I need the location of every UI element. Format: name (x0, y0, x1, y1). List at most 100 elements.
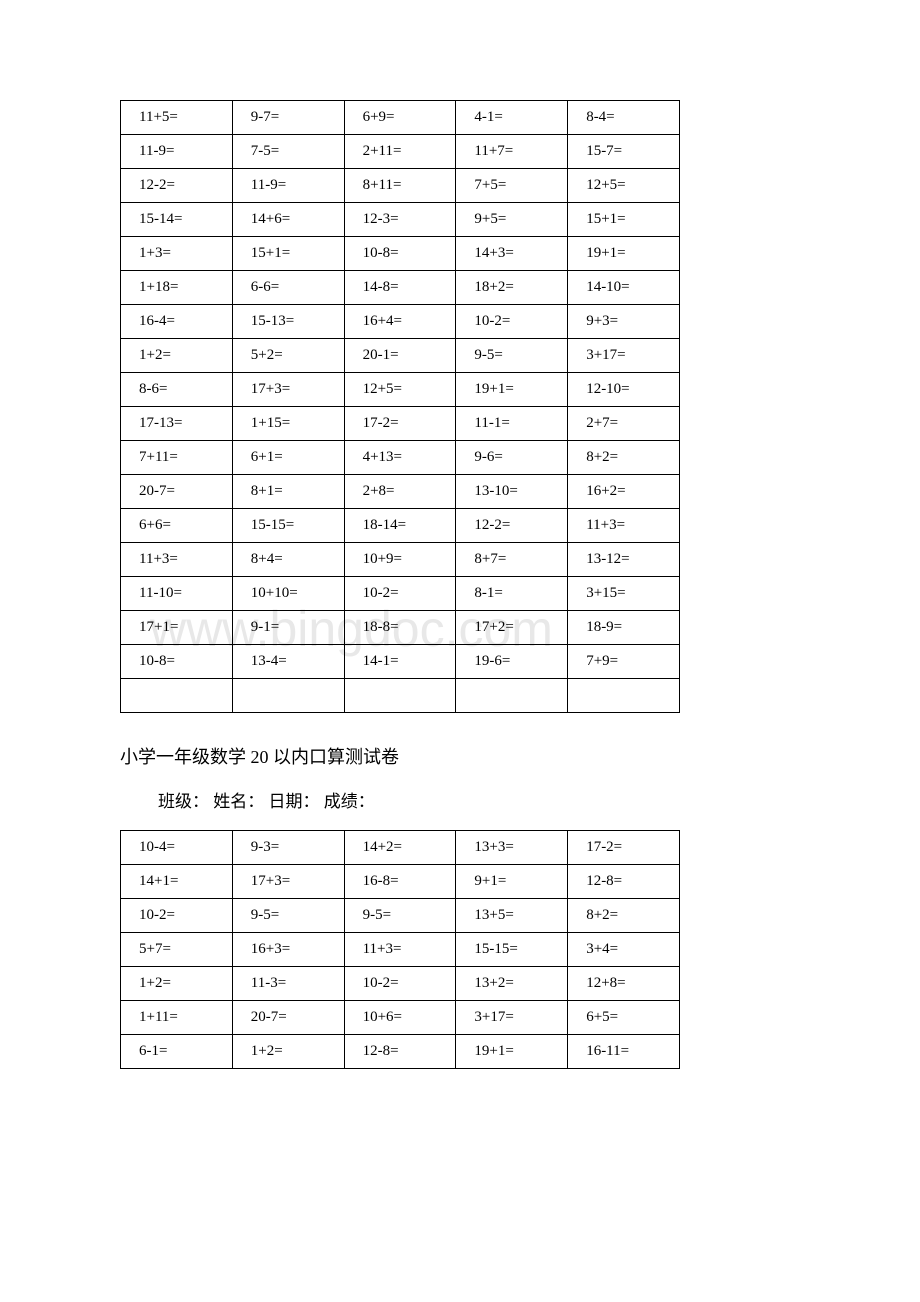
math-problem-cell: 11+3= (121, 543, 233, 577)
table-row: 17+1=9-1=18-8=17+2=18-9= (121, 611, 680, 645)
math-problem-cell: 20-1= (344, 339, 456, 373)
table-row: 6-1=1+2=12-8=19+1=16-11= (121, 1035, 680, 1069)
math-problem-cell: 16-4= (121, 305, 233, 339)
worksheet-title: 小学一年级数学 20 以内口算测试卷 (120, 743, 800, 769)
math-problem-cell: 3+4= (568, 933, 680, 967)
math-problem-cell: 13-4= (232, 645, 344, 679)
math-problem-cell: 10-8= (121, 645, 233, 679)
math-problem-cell: 11-9= (121, 135, 233, 169)
math-problem-cell: 9+5= (456, 203, 568, 237)
math-problem-cell (456, 679, 568, 713)
math-problem-cell (344, 679, 456, 713)
math-problem-cell: 1+2= (121, 967, 233, 1001)
math-problem-cell: 16+2= (568, 475, 680, 509)
math-problem-cell: 10-4= (121, 831, 233, 865)
table-row: 11-10=10+10=10-2=8-1=3+15= (121, 577, 680, 611)
math-problem-cell: 6+9= (344, 101, 456, 135)
math-problem-cell: 9-5= (344, 899, 456, 933)
math-problem-cell: 11-10= (121, 577, 233, 611)
math-problem-cell: 19-6= (456, 645, 568, 679)
table-row: 1+2=11-3=10-2=13+2=12+8= (121, 967, 680, 1001)
math-problem-cell: 6+6= (121, 509, 233, 543)
table-row: 11-9=7-5=2+11=11+7=15-7= (121, 135, 680, 169)
math-problem-cell: 11+3= (568, 509, 680, 543)
math-problem-cell: 11-3= (232, 967, 344, 1001)
table-row: 1+3=15+1=10-8=14+3=19+1= (121, 237, 680, 271)
math-problem-cell: 10-2= (344, 967, 456, 1001)
math-problem-cell: 13+2= (456, 967, 568, 1001)
math-problem-cell: 14+6= (232, 203, 344, 237)
math-problem-cell: 7+11= (121, 441, 233, 475)
math-problem-cell: 8-4= (568, 101, 680, 135)
math-problem-cell: 10-2= (456, 305, 568, 339)
math-problem-cell: 12-10= (568, 373, 680, 407)
math-problem-cell: 14-8= (344, 271, 456, 305)
math-problem-cell: 17-2= (344, 407, 456, 441)
math-problem-cell: 8-6= (121, 373, 233, 407)
table-row: 5+7=16+3=11+3=15-15=3+4= (121, 933, 680, 967)
math-table-1: 11+5=9-7=6+9=4-1=8-4=11-9=7-5=2+11=11+7=… (120, 100, 680, 713)
table-row: 12-2=11-9=8+11=7+5=12+5= (121, 169, 680, 203)
math-problem-cell: 8-1= (456, 577, 568, 611)
math-problem-cell: 20-7= (121, 475, 233, 509)
math-problem-cell: 8+4= (232, 543, 344, 577)
math-problem-cell: 12+5= (568, 169, 680, 203)
math-problem-cell: 7+9= (568, 645, 680, 679)
math-problem-cell: 10-2= (344, 577, 456, 611)
math-problem-cell: 13-10= (456, 475, 568, 509)
table-row: 1+2=5+2=20-1=9-5=3+17= (121, 339, 680, 373)
math-problem-cell: 5+7= (121, 933, 233, 967)
math-problem-cell: 10-8= (344, 237, 456, 271)
math-problem-cell: 11-9= (232, 169, 344, 203)
math-problem-cell: 15+1= (568, 203, 680, 237)
math-problem-cell: 1+2= (232, 1035, 344, 1069)
table-row: 11+3=8+4=10+9=8+7=13-12= (121, 543, 680, 577)
math-problem-cell: 12-2= (121, 169, 233, 203)
math-problem-cell (232, 679, 344, 713)
table-row: 7+11=6+1=4+13=9-6=8+2= (121, 441, 680, 475)
math-problem-cell: 9-6= (456, 441, 568, 475)
math-problem-cell: 12-8= (568, 865, 680, 899)
table-row: 11+5=9-7=6+9=4-1=8-4= (121, 101, 680, 135)
math-problem-cell: 8+7= (456, 543, 568, 577)
math-problem-cell (568, 679, 680, 713)
math-problem-cell: 1+15= (232, 407, 344, 441)
math-problem-cell: 11+5= (121, 101, 233, 135)
math-problem-cell: 9-5= (456, 339, 568, 373)
math-problem-cell: 19+1= (456, 1035, 568, 1069)
table-row: 15-14=14+6=12-3=9+5=15+1= (121, 203, 680, 237)
math-problem-cell: 8+2= (568, 441, 680, 475)
math-problem-cell: 2+7= (568, 407, 680, 441)
math-problem-cell: 19+1= (568, 237, 680, 271)
math-problem-cell: 19+1= (456, 373, 568, 407)
math-problem-cell: 16-11= (568, 1035, 680, 1069)
math-problem-cell: 16+3= (232, 933, 344, 967)
math-problem-cell: 17+3= (232, 373, 344, 407)
math-problem-cell: 16-8= (344, 865, 456, 899)
math-problem-cell: 18-9= (568, 611, 680, 645)
math-problem-cell: 6-6= (232, 271, 344, 305)
table-row: 16-4=15-13=16+4=10-2=9+3= (121, 305, 680, 339)
math-problem-cell: 15-14= (121, 203, 233, 237)
math-problem-cell: 15-15= (456, 933, 568, 967)
math-problem-cell: 17-2= (568, 831, 680, 865)
math-problem-cell: 1+18= (121, 271, 233, 305)
worksheet-info-fields: 班级： 姓名： 日期： 成绩： (158, 787, 800, 812)
math-problem-cell: 18+2= (456, 271, 568, 305)
math-problem-cell: 14+2= (344, 831, 456, 865)
math-problem-cell: 11+7= (456, 135, 568, 169)
math-problem-cell: 8+1= (232, 475, 344, 509)
math-problem-cell: 14+3= (456, 237, 568, 271)
table-row: 14+1=17+3=16-8=9+1=12-8= (121, 865, 680, 899)
table-row (121, 679, 680, 713)
math-problem-cell: 17-13= (121, 407, 233, 441)
math-problem-cell: 13+3= (456, 831, 568, 865)
math-problem-cell: 15-15= (232, 509, 344, 543)
math-problem-cell: 12-3= (344, 203, 456, 237)
math-problem-cell: 5+2= (232, 339, 344, 373)
math-problem-cell: 15-7= (568, 135, 680, 169)
math-problem-cell: 2+11= (344, 135, 456, 169)
math-problem-cell: 7-5= (232, 135, 344, 169)
math-problem-cell: 8+2= (568, 899, 680, 933)
math-problem-cell: 12+5= (344, 373, 456, 407)
